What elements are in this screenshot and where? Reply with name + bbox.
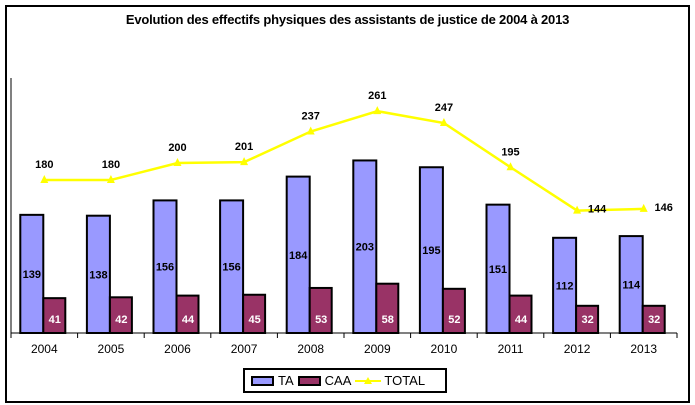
x-tick-label-2012: 2012 (564, 342, 591, 356)
label-caa-2004: 41 (49, 314, 61, 326)
label-ta-2004: 139 (23, 269, 41, 281)
bar-ta-2011 (485, 203, 511, 334)
label-ta-2011: 151 (489, 264, 507, 276)
bar-caa-2009 (375, 282, 400, 335)
bar-caa-2006 (175, 294, 200, 335)
label-caa-2005: 42 (115, 314, 127, 326)
bar-ta-2013 (618, 235, 644, 335)
label-total-2007: 201 (235, 141, 253, 153)
label-caa-2007: 45 (248, 314, 260, 326)
label-ta-2008: 184 (289, 250, 308, 262)
x-tick-label-2010: 2010 (431, 342, 458, 356)
bar-ta-2009 (352, 159, 378, 334)
marker-total-2012 (573, 205, 582, 214)
label-total-2009: 261 (368, 90, 386, 102)
legend-item-caa: CAA (297, 373, 352, 388)
label-caa-2008: 53 (315, 314, 327, 326)
bar-caa-2004 (42, 297, 67, 334)
x-tick-label-2004: 2004 (31, 342, 58, 356)
label-ta-2012: 112 (556, 280, 574, 292)
bar-caa-2012 (575, 304, 600, 334)
marker-total-2010 (439, 118, 448, 127)
label-caa-2011: 44 (515, 314, 528, 326)
label-ta-2006: 156 (156, 262, 174, 274)
marker-total-2007 (240, 157, 249, 166)
bar-ta-2008 (285, 175, 311, 334)
chart-title: Evolution des effectifs physiques des as… (125, 12, 570, 27)
bar-caa-2008 (308, 286, 333, 335)
x-tick-label-2005: 2005 (98, 342, 125, 356)
x-tick-label-2011: 2011 (498, 342, 524, 356)
legend-label-total: TOTAL (384, 373, 426, 388)
x-tick-label-2008: 2008 (297, 342, 324, 356)
label-ta-2009: 203 (356, 242, 374, 254)
bar-caa-2011 (508, 294, 533, 335)
x-tick-label-2007: 2007 (231, 342, 258, 356)
label-caa-2013: 32 (648, 314, 660, 326)
chart-frame (5, 5, 690, 403)
marker-total-2011 (506, 162, 515, 171)
legend-swatch-ta (251, 375, 274, 386)
marker-total-2009 (373, 106, 382, 115)
label-total-2012: 144 (588, 204, 607, 216)
label-total-2004: 180 (35, 159, 53, 171)
label-caa-2009: 58 (382, 314, 394, 326)
marker-total-2008 (306, 126, 315, 135)
legend: TA CAA TOTAL (243, 368, 447, 393)
legend-swatch-caa (297, 375, 321, 386)
legend-swatch-total (355, 375, 382, 387)
marker-total-2005 (106, 175, 115, 183)
bar-ta-2004 (19, 213, 45, 335)
line-total (44, 109, 644, 212)
legend-item-total: TOTAL (355, 373, 425, 388)
bar-ta-2006 (152, 199, 178, 334)
bar-caa-2013 (641, 304, 666, 334)
label-caa-2012: 32 (581, 314, 593, 326)
x-tick-label-2006: 2006 (164, 342, 191, 356)
bar-caa-2005 (108, 296, 133, 334)
bar-caa-2007 (242, 293, 267, 334)
bar-ta-2007 (219, 199, 245, 334)
label-ta-2007: 156 (222, 262, 240, 274)
marker-total-2013 (639, 203, 648, 212)
label-total-2006: 200 (168, 142, 186, 154)
x-tick-label-2009: 2009 (364, 342, 391, 356)
legend-label-caa: CAA (324, 373, 352, 388)
label-total-2013: 146 (655, 202, 673, 214)
marker-total-2006 (173, 158, 182, 166)
legend-label-ta: TA (278, 373, 294, 388)
label-total-2008: 237 (302, 111, 320, 123)
bar-caa-2010 (441, 287, 466, 334)
x-tick-label-2013: 2013 (630, 342, 657, 356)
label-total-2011: 195 (501, 146, 519, 158)
bar-ta-2010 (418, 166, 444, 334)
label-caa-2010: 52 (448, 314, 460, 326)
label-total-2005: 180 (102, 159, 120, 171)
label-ta-2013: 114 (622, 280, 641, 292)
legend-item-ta: TA (251, 373, 294, 388)
bar-ta-2005 (85, 214, 111, 334)
bar-ta-2012 (552, 236, 578, 334)
label-total-2010: 247 (435, 102, 453, 114)
marker-total-2004 (40, 175, 49, 183)
label-ta-2005: 138 (89, 269, 107, 281)
label-ta-2010: 195 (422, 245, 440, 257)
label-caa-2006: 44 (182, 314, 195, 326)
